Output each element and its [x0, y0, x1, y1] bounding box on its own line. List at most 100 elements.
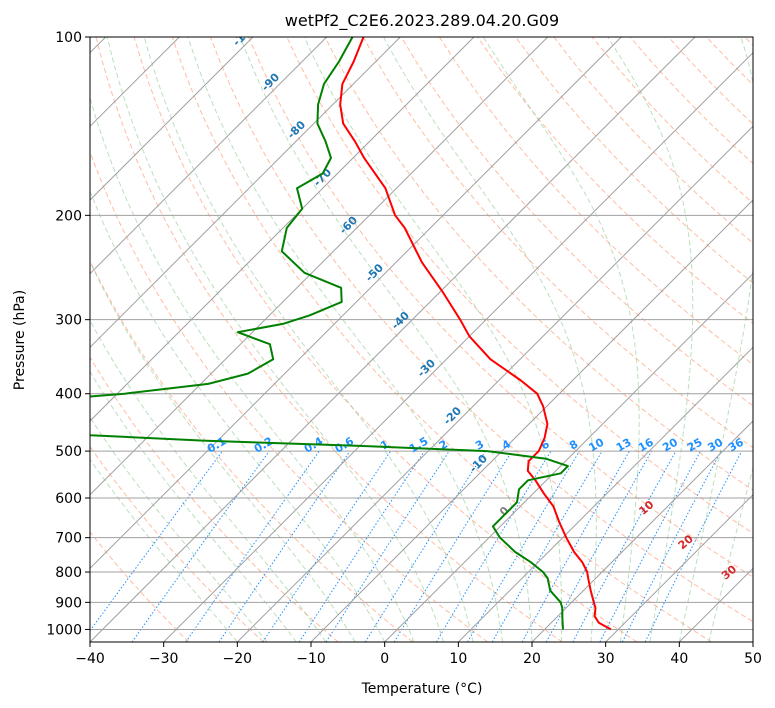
x-tick-label: −20: [223, 651, 253, 667]
moist-adiabat-line: [187, 37, 503, 642]
moist-adiabat-line: [90, 189, 386, 642]
mixing-ratio-line: [393, 450, 513, 642]
mixing-ratio-label: 0.1: [205, 435, 228, 456]
y-tick-label: 400: [55, 387, 82, 403]
mixing-ratio-label: 36: [726, 435, 746, 454]
moist-adiabat-line: [482, 37, 640, 642]
sounding-traces: [90, 37, 612, 631]
x-tick-label: −40: [75, 651, 105, 667]
isotherm-line: [90, 37, 475, 422]
isotherm-line: [457, 346, 753, 642]
moist-adiabat-line: [678, 37, 753, 642]
isotherm-label: -100: [230, 20, 259, 49]
isotherm-line: [678, 567, 753, 642]
mixing-ratio-line: [545, 450, 653, 642]
dry-adiabat-line: [133, 37, 638, 642]
y-tick-label: 200: [55, 208, 82, 224]
isoline-labels: 0.1 0.2 0.4 0.6 1 1.5 2 3 4 6 8 10 13 16 20 25 30 36-100-…: [205, 20, 775, 610]
y-tick-label: 600: [55, 491, 82, 507]
mixing-ratio-label: 25: [685, 436, 705, 455]
mixing-ratio-label: 20: [660, 435, 680, 454]
dry-adiabat-line: [90, 150, 488, 642]
x-tick-label: 30: [597, 651, 615, 667]
chart-title: wetPf2_C2E6.2023.289.04.20.G09: [285, 11, 559, 31]
mixing-ratio-line: [435, 450, 552, 642]
dewpoint-trace: [90, 37, 569, 630]
x-tick-label: −30: [149, 651, 179, 667]
moist-adiabat-label: 20: [676, 532, 696, 552]
dry-adiabat-line: [438, 37, 753, 366]
isotherm-line: [90, 37, 622, 570]
moist-adiabat-label: 40: [766, 590, 775, 610]
isotherm-line: [236, 125, 753, 642]
moist-adiabat-label: 30: [719, 562, 739, 582]
isotherm-line: [384, 272, 753, 642]
moist-adiabat-line: [90, 416, 268, 642]
mixing-ratio-line: [218, 450, 351, 642]
x-axis: −40 −30 −20 −10 0 10 20 30 40 50: [75, 642, 762, 667]
y-tick-label: 500: [55, 444, 82, 460]
dry-adiabat-line: [362, 37, 753, 449]
isotherm-label: -20: [441, 404, 464, 427]
y-tick-label: 900: [55, 595, 82, 611]
mixing-ratio-line: [131, 450, 270, 642]
isotherm-label: -60: [337, 213, 360, 236]
mixing-ratio-label: 10: [587, 435, 607, 454]
isotherm-label: -80: [285, 118, 308, 141]
moist-adiabat-line: [90, 319, 327, 642]
moist-adiabat-line: [303, 37, 563, 642]
moist-adiabat-line: [90, 260, 356, 642]
isotherm-line: [90, 37, 254, 201]
isotherm-line: [531, 420, 753, 642]
y-tick-label: 800: [55, 565, 82, 581]
x-tick-label: 50: [744, 651, 762, 667]
x-tick-label: 40: [670, 651, 688, 667]
plot-area: 0.1 0.2 0.4 0.6 1 1.5 2 3 4 6 8 10 13 16 20 25 30 36-100-…: [90, 20, 775, 642]
isotherm-line: [163, 51, 753, 642]
y-axis-label: Pressure (hPa): [12, 290, 28, 390]
dry-adiabat-line: [90, 356, 339, 642]
isotherms: [90, 37, 753, 642]
isotherm-line: [752, 641, 753, 642]
mixing-ratio-line: [325, 450, 450, 642]
isotherm-line: [90, 37, 328, 275]
x-axis-label: Temperature (°C): [361, 681, 483, 697]
y-tick-label: 1000: [46, 622, 82, 638]
dry-adiabat-line: [90, 445, 264, 642]
mixing-ratio-line: [262, 450, 392, 642]
y-tick-label: 100: [55, 30, 82, 46]
isotherm-line: [310, 199, 753, 642]
mixing-ratio-label: 8: [567, 438, 580, 453]
pressure-gridlines: [90, 37, 753, 630]
moist-adiabat-label: 10: [636, 498, 656, 518]
dry-adiabat-line: [90, 531, 190, 642]
y-tick-label: 300: [55, 313, 82, 329]
isotherm-line: [90, 37, 549, 496]
temperature-trace: [339, 37, 612, 631]
moist-adiabat-line: [239, 37, 533, 642]
mixing-ratio-lines: [90, 450, 743, 642]
mixing-ratio-label: 13: [614, 436, 634, 455]
moist-adiabat-line: [607, 37, 694, 642]
isotherm-label: -50: [363, 261, 386, 284]
x-tick-label: 20: [523, 651, 541, 667]
mixing-ratio-line: [298, 450, 425, 642]
dry-adiabat-line: [210, 37, 753, 623]
y-tick-label: 700: [55, 531, 82, 547]
y-axis: 100 200 300 400 500 600 700 800 900 1000: [46, 30, 90, 638]
mixing-ratio-line: [644, 450, 743, 642]
mixing-ratio-label: 0.2: [252, 435, 275, 456]
isotherm-label: -10: [467, 452, 490, 475]
mixing-ratio-line: [364, 450, 486, 642]
dry-adiabat-line: [90, 259, 414, 642]
plot-frame: [89, 36, 754, 643]
moist-adiabats: [90, 37, 753, 642]
dry-adiabat-line: [400, 37, 753, 407]
mixing-ratio-line: [90, 450, 223, 632]
moist-adiabat-line: [106, 37, 445, 642]
mixing-ratio-line: [621, 450, 722, 642]
mixing-ratio-line: [599, 450, 701, 642]
isotherm-line: [605, 493, 753, 642]
isotherm-line: [90, 37, 401, 349]
